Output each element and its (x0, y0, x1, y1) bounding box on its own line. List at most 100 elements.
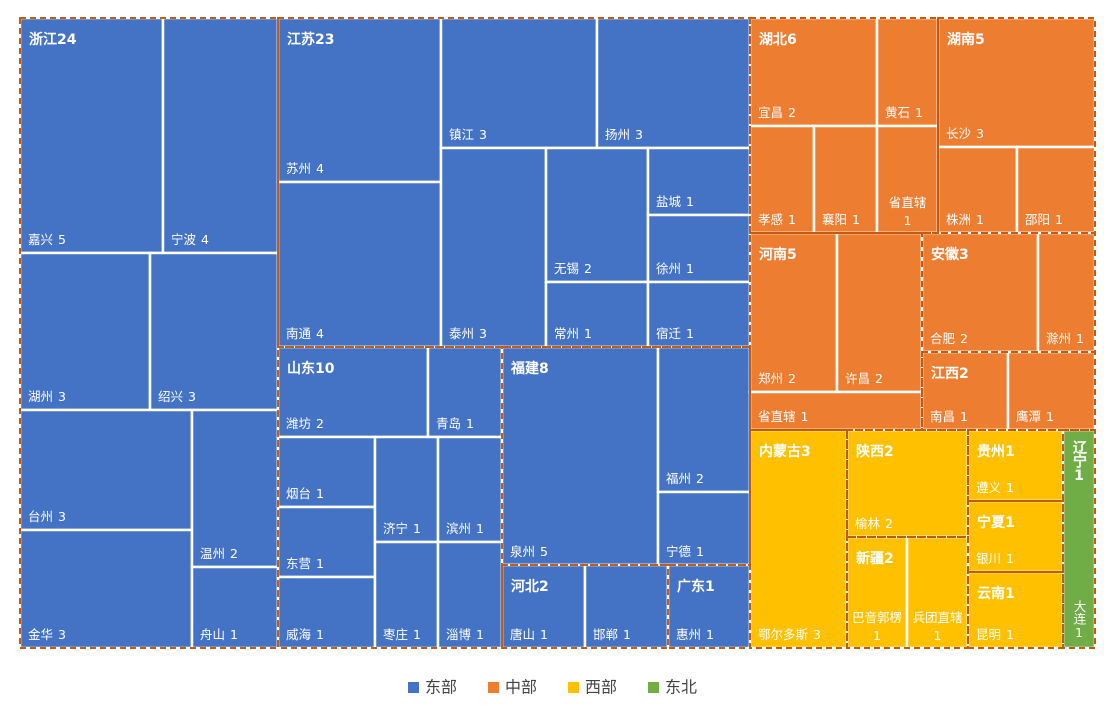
province-label: 辽宁 1 (1071, 440, 1087, 484)
legend-swatch (648, 682, 659, 693)
city-label-name: 无锡 (554, 261, 579, 276)
city-cell (748, 428, 849, 650)
city-cell (373, 435, 440, 544)
province-label-value: 1 (1005, 444, 1015, 460)
province-label: 福建8 (510, 360, 549, 377)
city-label-value: 3 (58, 509, 66, 524)
city-label-name: 南昌 (930, 409, 955, 424)
legend-label: 东部 (425, 678, 457, 697)
city-label: 嘉兴 5 (28, 232, 66, 247)
city-cell (966, 428, 1065, 503)
city-label-value: 3 (479, 326, 487, 341)
province-outline (921, 351, 1096, 431)
city-label-value: 2 (696, 471, 704, 486)
province-label-value: 1 (1005, 515, 1015, 531)
province-label: 湖南5 (947, 31, 985, 48)
city-label-value: 2 (584, 261, 592, 276)
province-label-name: 江苏 (287, 31, 315, 48)
province-label: 新疆2 (856, 550, 894, 567)
city-label-name: 昆明 (976, 627, 1001, 642)
province-label-name: 浙江 (29, 31, 57, 48)
city-label: 滁州 1 (1046, 331, 1084, 346)
city-cell (845, 428, 970, 539)
province-outline (921, 232, 1096, 353)
city-label-value: 1 (413, 521, 421, 536)
city-label-name: 舟山 (200, 627, 225, 642)
province-label-value: 5 (787, 247, 797, 263)
province-label-name: 湖南 (947, 31, 975, 48)
city-label-value: 1 (476, 627, 484, 642)
city-label: 潍坊 2 (286, 416, 324, 431)
city-cell (544, 280, 650, 349)
city-label-value: 1 (686, 194, 694, 209)
province-label-name: 山东 (287, 360, 315, 377)
city-label: 淄博 1 (446, 627, 484, 642)
city-label: 昆明 1 (976, 627, 1014, 642)
province-label-name: 广东 (677, 578, 705, 595)
city-label-name: 嘉兴 (28, 232, 53, 247)
city-label-value: 2 (788, 371, 796, 386)
province-label-value: 1 (705, 579, 715, 595)
city-label: 扬州 3 (605, 127, 643, 142)
city-label-value: 1 (788, 212, 796, 227)
city-label-value: 2 (788, 105, 796, 120)
city-cell (1015, 145, 1097, 235)
city-label-name: 威海 (286, 627, 312, 642)
city-label-name: 徐州 (656, 261, 681, 276)
city-label-name: 温州 (200, 546, 225, 561)
city-cell (190, 408, 280, 569)
city-label-name: 金华 (28, 627, 53, 642)
city-cell (276, 345, 430, 439)
province-label: 云南1 (977, 585, 1015, 602)
city-cell (500, 563, 587, 650)
city-label-value: 3 (813, 627, 821, 642)
city-label: 绍兴 3 (158, 389, 196, 404)
city-cell (18, 408, 194, 532)
city-label-value: 1 (696, 544, 704, 559)
city-label: 镇江 3 (449, 127, 487, 142)
city-label: 青岛 1 (436, 416, 474, 431)
city-label-name: 湖州 (28, 389, 53, 404)
city-label-name: 济宁 (383, 521, 408, 536)
city-label: 巴音郭楞 1 (852, 610, 902, 643)
province-outline (19, 17, 279, 649)
city-label-name: 邯郸 (593, 627, 618, 642)
province-label: 内蒙古3 (759, 443, 811, 460)
province-label: 山东10 (287, 360, 335, 377)
province-label-name: 内蒙古 (759, 443, 801, 460)
city-label-value: 2 (230, 546, 238, 561)
city-label-value: 4 (316, 161, 324, 176)
city-cell (18, 16, 165, 255)
city-cell (18, 528, 194, 650)
city-label-name: 扬州 (605, 127, 630, 142)
province-outline (501, 564, 669, 649)
city-cell (436, 540, 504, 650)
province-label-value: 2 (959, 366, 969, 382)
province-label: 安徽3 (931, 246, 969, 263)
city-label-value: 2 (960, 331, 968, 346)
city-label-name: 东营 (286, 556, 311, 571)
city-label-value: 1 (686, 326, 694, 341)
city-label: 兵团直辖 1 (912, 610, 962, 643)
province-label-name: 河北 (511, 578, 539, 595)
city-label-name: 榆林 (855, 516, 881, 531)
legend-swatch (568, 682, 579, 693)
legend-swatch (488, 682, 499, 693)
city-label-name: 巴音郭楞 (852, 610, 902, 625)
city-label: 株洲 1 (946, 212, 984, 227)
city-label-name: 绍兴 (158, 389, 183, 404)
province-label-value: 6 (787, 32, 797, 48)
city-label-name: 郑州 (758, 371, 783, 386)
city-label-name: 滨州 (446, 521, 471, 536)
city-label-name: 苏州 (286, 161, 311, 176)
city-label: 襄阳 1 (822, 212, 860, 227)
province-label: 贵州1 (977, 443, 1015, 460)
city-label: 舟山 1 (200, 627, 238, 642)
city-cell (835, 231, 924, 394)
province-label-name: 贵州 (977, 443, 1005, 460)
city-cell (812, 124, 879, 235)
province-label-value: 23 (315, 32, 334, 48)
province-outline (846, 536, 969, 649)
province-label-name: 新疆 (856, 550, 884, 567)
city-label: 东营 1 (286, 556, 324, 571)
